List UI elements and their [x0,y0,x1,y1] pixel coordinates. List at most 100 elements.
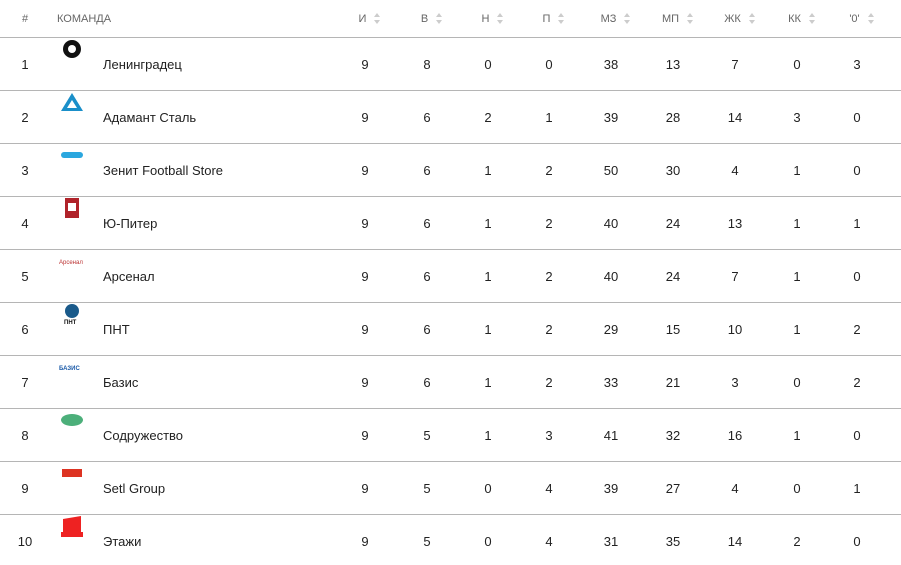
stat-6: 14 [727,533,743,549]
svg-text:Арсенал: Арсенал [59,260,83,266]
stat-4: 31 [603,533,619,549]
stat-4: 33 [603,374,619,390]
stat-1: 6 [423,268,431,284]
stat-8: 0 [853,427,861,443]
stat-1: 5 [423,480,431,496]
table-row[interactable]: 7 БАЗИС Базис 9 6 1 2 33 21 3 0 2 [0,356,901,409]
stat-2: 1 [484,374,492,390]
stat-3: 4 [545,480,553,496]
stat-5: 13 [665,56,681,72]
table-row[interactable]: 8 Содружество 9 5 1 3 41 32 16 1 0 [0,409,901,462]
sort-icon[interactable] [497,13,504,24]
sodruzhestvo-logo-icon [59,409,85,431]
stat-8: 3 [853,56,861,72]
rank: 4 [21,215,29,231]
team-name[interactable]: Базис [103,374,139,390]
sort-icon[interactable] [374,13,381,24]
stat-0: 9 [361,427,369,443]
header-sort-2[interactable]: Н [468,0,518,37]
stat-0: 9 [361,321,369,337]
sort-icon[interactable] [808,13,816,24]
stat-8: 0 [853,109,861,125]
stat-0: 9 [361,56,369,72]
stat-3: 2 [545,215,553,231]
header-sort-7[interactable]: КК [777,0,827,37]
sort-icon[interactable] [748,13,756,24]
stat-4: 39 [603,480,619,496]
stat-5: 30 [665,162,681,178]
sort-icon[interactable] [687,13,694,24]
stat-3: 3 [545,427,553,443]
team-name[interactable]: Содружество [103,427,184,443]
stat-2: 1 [484,427,492,443]
stat-6: 4 [731,162,739,178]
stat-6: 7 [731,268,739,284]
table-row[interactable]: 10 Этажи 9 5 0 4 31 35 14 2 0 [0,515,901,565]
sort-icon[interactable] [436,13,443,24]
sort-icon[interactable] [558,13,565,24]
team-name[interactable]: Ю-Питер [103,215,158,231]
header-label: '0' [849,12,860,25]
sort-icon[interactable] [867,13,875,24]
pnt-logo-icon: ПНТ [59,303,85,325]
table-row[interactable]: 1 Ленинградец 9 8 0 0 38 13 7 0 3 [0,38,901,91]
setl-logo-icon [59,462,85,484]
stat-3: 2 [545,321,553,337]
stat-2: 1 [484,321,492,337]
stat-5: 32 [665,427,681,443]
team-name[interactable]: Адамант Сталь [103,109,197,125]
leningradets-logo-icon [59,38,85,60]
header-sort-4[interactable]: МЗ [591,0,641,37]
team-name[interactable]: Этажи [103,533,142,549]
team-name[interactable]: Арсенал [103,268,155,284]
stat-0: 9 [361,109,369,125]
table-row[interactable]: 9 Setl Group 9 5 0 4 39 27 4 0 1 [0,462,901,515]
table-row[interactable]: 4 Ю-Питер 9 6 1 2 40 24 13 1 1 [0,197,901,250]
header-label: КК [788,12,801,25]
stat-8: 0 [853,162,861,178]
stat-1: 6 [423,162,431,178]
sort-icon[interactable] [624,13,631,24]
stat-6: 3 [731,374,739,390]
stat-7: 1 [793,321,801,337]
header-sort-8[interactable]: '0' [837,0,887,37]
stat-3: 2 [545,374,553,390]
stat-1: 5 [423,427,431,443]
header-sort-1[interactable]: В [407,0,457,37]
stat-5: 28 [665,109,681,125]
rank: 6 [21,321,29,337]
header-sort-6[interactable]: ЖК [715,0,765,37]
team-name[interactable]: Setl Group [103,480,166,496]
table-row[interactable]: 6 ПНТ ПНТ 9 6 1 2 29 15 10 1 2 [0,303,901,356]
yu-piter-logo-icon [59,197,85,219]
stat-8: 0 [853,268,861,284]
table-header: # КОМАНДА И В Н П МЗ МП ЖК КК '0' [0,0,901,38]
table-row[interactable]: 5 Арсенал Арсенал 9 6 1 2 40 24 7 1 0 [0,250,901,303]
header-sort-5[interactable]: МП [653,0,703,37]
header-team: КОМАНДА [57,12,112,25]
team-name[interactable]: Зенит Football Store [103,162,224,178]
stat-1: 6 [423,109,431,125]
stat-7: 1 [793,162,801,178]
stat-0: 9 [361,268,369,284]
team-name[interactable]: Ленинградец [103,56,182,72]
stat-8: 1 [853,215,861,231]
stat-5: 15 [665,321,681,337]
etazhi-logo-icon [59,515,85,537]
rank: 10 [17,533,33,549]
table-row[interactable]: 3 Зенит Football Store 9 6 1 2 50 30 4 1 0 [0,144,901,197]
stat-6: 16 [727,427,743,443]
rank: 8 [21,427,29,443]
stat-4: 39 [603,109,619,125]
adamant-logo-icon [59,91,85,113]
team-name[interactable]: ПНТ [103,321,130,337]
stat-2: 0 [484,56,492,72]
table-row[interactable]: 2 Адамант Сталь 9 6 2 1 39 28 14 3 0 [0,91,901,144]
stat-0: 9 [361,374,369,390]
header-sort-3[interactable]: П [529,0,579,37]
header-sort-0[interactable]: И [345,0,395,37]
stat-4: 40 [603,215,619,231]
stat-5: 24 [665,215,681,231]
header-label: И [358,12,367,25]
